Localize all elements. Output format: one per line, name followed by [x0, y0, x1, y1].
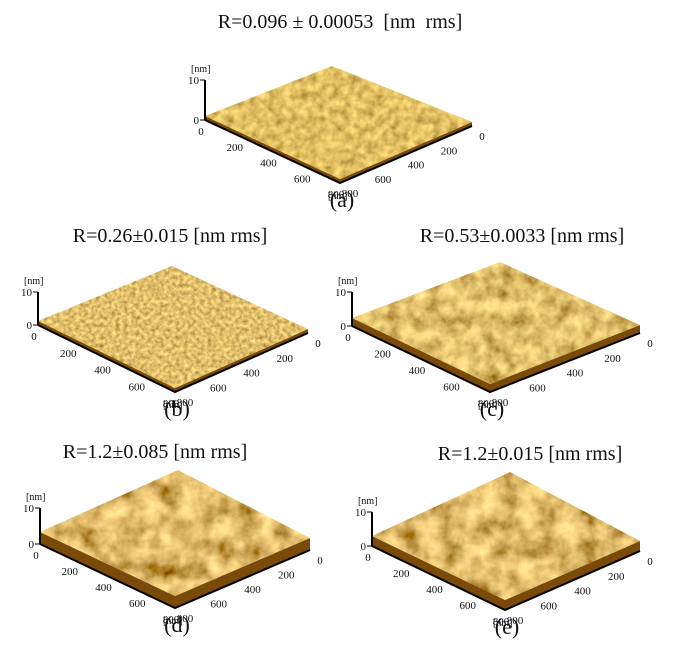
y-tick-label: 400: [574, 586, 591, 598]
panel-label: (c): [480, 396, 504, 421]
y-tick-label: 600: [541, 600, 558, 612]
y-tick-label: 200: [604, 353, 621, 365]
x-tick-label: 200: [60, 348, 77, 360]
x-tick-label: 600: [129, 381, 146, 393]
x-tick-label: 600: [294, 173, 311, 185]
y-tick-label: 0: [647, 338, 653, 350]
x-tick-label: 400: [95, 582, 112, 594]
x-tick-label: 400: [260, 158, 277, 170]
z-unit: [nm]: [358, 496, 377, 507]
surface: [38, 266, 308, 388]
y-tick-label: 0: [317, 555, 323, 567]
page: {"panels": [ {"title": "R=0.096 ± 0.0005…: [0, 0, 681, 663]
panel-label: (e): [495, 614, 519, 639]
panel-title: R=0.53±0.0033 [nm rms]: [420, 225, 624, 247]
y-tick-label: 0: [315, 338, 321, 350]
y-tick-label: 200: [441, 145, 458, 157]
afm-panel: R=0.53±0.0033 [nm rms][nm]10002004006008…: [335, 225, 653, 421]
z-tick-label: 10: [355, 507, 367, 519]
x-tick-label: 600: [129, 598, 146, 610]
panel-title: R=1.2±0.015 [nm rms]: [438, 443, 622, 465]
z-unit: [nm]: [338, 276, 357, 287]
y-tick-label: 600: [375, 174, 392, 186]
x-tick-label: 200: [393, 568, 410, 580]
x-tick-label: 0: [345, 332, 351, 344]
y-tick-label: 200: [278, 570, 295, 582]
panel-title: R=1.2±0.085 [nm rms]: [63, 441, 247, 463]
panel-label: (b): [164, 396, 190, 421]
y-tick-label: 0: [479, 131, 485, 143]
panel-title: R=0.26±0.015 [nm rms]: [73, 225, 267, 247]
z-unit: [nm]: [24, 276, 43, 287]
z-unit: [nm]: [26, 492, 45, 503]
x-tick-label: 400: [94, 365, 111, 377]
afm-panel: R=0.26±0.015 [nm rms][nm]100020040060080…: [21, 225, 321, 421]
z-tick-label: 10: [335, 287, 347, 299]
y-tick-label: 200: [277, 353, 294, 365]
panel-label: (d): [164, 612, 190, 637]
panel-label: (a): [330, 187, 354, 212]
y-tick-label: 400: [243, 368, 260, 380]
y-tick-label: 400: [244, 584, 261, 596]
surface: [205, 66, 472, 179]
x-tick-label: 0: [31, 331, 37, 343]
x-tick-label: 200: [374, 349, 391, 361]
x-tick-label: 200: [62, 566, 79, 578]
y-tick-label: 200: [608, 571, 625, 583]
afm-panel: R=0.096 ± 0.00053 [nm rms] [nm]10 0 0 200 400…: [188, 11, 485, 212]
z-tick-label: 10: [23, 503, 35, 515]
y-tick-label: 0: [647, 556, 653, 568]
y-tick-label: 400: [567, 368, 584, 380]
afm-panel: R=1.2±0.085 [nm rms][nm]1000200400600800…: [23, 441, 323, 637]
x-tick-label: 0: [33, 550, 39, 562]
z-tick-label: 10: [188, 75, 200, 87]
x-tick-label: 600: [460, 600, 477, 612]
y-tick-label: 600: [211, 599, 228, 611]
x-tick-label: 0: [198, 126, 204, 138]
y-tick-label: 400: [408, 160, 425, 172]
x-tick-label: 400: [426, 584, 443, 596]
y-tick-label: 600: [529, 382, 546, 394]
x-tick-label: 0: [365, 552, 371, 564]
surface: [372, 472, 640, 600]
x-tick-label: 200: [227, 142, 244, 154]
afm-panel: R=1.2±0.015 [nm rms][nm]1000200400600800…: [355, 443, 653, 639]
z-unit: [nm]: [191, 64, 210, 75]
surface: [352, 262, 640, 384]
x-tick-label: 400: [409, 365, 426, 377]
x-tick-label: 600: [443, 382, 460, 394]
z-tick-label: 10: [21, 287, 33, 299]
figure: R=0.096 ± 0.00053 [nm rms][nm]1000200400…: [0, 0, 681, 663]
y-tick-label: 600: [210, 382, 227, 394]
panel-title: R=0.096 ± 0.00053 [nm rms]: [218, 11, 462, 33]
surface: [40, 470, 310, 596]
